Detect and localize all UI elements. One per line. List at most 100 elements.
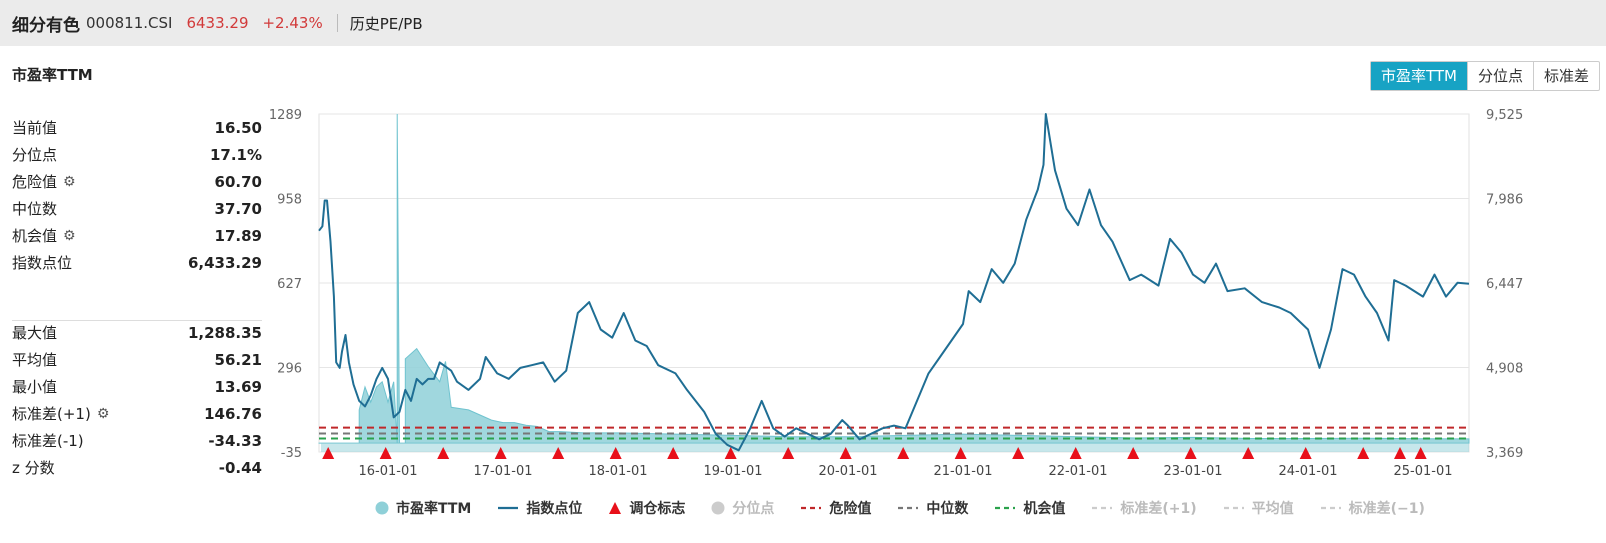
stat-row: 危险值 ⚙ 60.70 [12, 168, 262, 195]
stat-row: z 分数 -0.44 [12, 454, 262, 481]
x-tick-label: 18-01-01 [588, 464, 647, 479]
gear-icon[interactable]: ⚙ [96, 405, 110, 422]
legend-label: 标准差(−1) [1348, 501, 1425, 517]
index-code: 000811.CSI [86, 14, 173, 32]
stat-row: 最大值 1,288.35 [12, 319, 262, 346]
gear-icon[interactable]: ⚙ [63, 227, 76, 244]
stat-row: 最小值 13.69 [12, 373, 262, 400]
rebalance-marker [1012, 447, 1025, 459]
legend-shape [609, 502, 622, 514]
legend-item-marker[interactable]: 调仓标志 [608, 498, 685, 518]
legend-shape [711, 501, 725, 515]
stats-panel-top: 当前值 16.50 分位点 17.1% 危险值 ⚙ 60.70 中位数 37.70 机会值 ⚙ 17.… [12, 114, 262, 276]
stat-label: 当前值 [12, 117, 57, 138]
stat-value: -0.44 [218, 458, 262, 477]
legend-shape [375, 501, 389, 515]
stat-label: 中位数 [12, 198, 57, 219]
stat-label-text: 中位数 [12, 200, 58, 218]
stat-row: 中位数 37.70 [12, 195, 262, 222]
legend-item-mean[interactable]: 平均值 [1223, 498, 1294, 518]
chart-legend: 市盈率TTM 指数点位 调仓标志 分位点 危险值 中位数 机会值 标准差(+1) 平均值 标准差(… [375, 498, 1451, 518]
stat-value: 146.76 [204, 404, 262, 423]
rebalance-marker [782, 447, 795, 459]
left-tick-label: 958 [277, 193, 302, 208]
legend-item-pct[interactable]: 分位点 [711, 498, 774, 518]
rebalance-marker [1242, 447, 1255, 459]
legend-label: 市盈率TTM [396, 501, 472, 517]
legend-symbol [898, 506, 919, 510]
gear-icon[interactable]: ⚙ [63, 173, 76, 190]
left-tick-label: 296 [277, 362, 302, 377]
rebalance-marker [1414, 447, 1427, 459]
stat-value: 60.70 [214, 172, 262, 191]
legend-item-danger[interactable]: 危险值 [800, 498, 871, 518]
rebalance-marker [1127, 447, 1140, 459]
rebalance-marker [667, 447, 680, 459]
right-tick-label: 9,525 [1486, 108, 1523, 123]
legend-label: 指数点位 [526, 501, 583, 517]
stat-label-text: 危险值 [12, 173, 58, 191]
stat-value: 17.1% [209, 145, 262, 164]
legend-item-opp[interactable]: 机会值 [994, 498, 1065, 518]
stat-row: 标准差(+1) ⚙ 146.76 [12, 400, 262, 427]
legend-item-sd_plus[interactable]: 标准差(+1) [1091, 498, 1197, 518]
rebalance-marker [839, 447, 852, 459]
legend-symbol [1320, 506, 1341, 510]
stat-label-text: 机会值 [12, 227, 58, 245]
x-tick-label: 21-01-01 [933, 464, 992, 479]
legend-item-index[interactable]: 指数点位 [497, 498, 582, 518]
x-tick-label: 20-01-01 [818, 464, 877, 479]
legend-label: 调仓标志 [629, 501, 686, 517]
legend-label: 机会值 [1023, 501, 1066, 517]
rebalance-marker [954, 447, 967, 459]
rebalance-marker [1184, 447, 1197, 459]
right-tick-label: 6,447 [1486, 277, 1523, 292]
stat-value: 6,433.29 [187, 253, 262, 272]
stat-label: 危险值 ⚙ [12, 171, 76, 192]
legend-symbol [498, 506, 519, 510]
rebalance-marker [1357, 447, 1370, 459]
rebalance-marker [322, 447, 335, 459]
x-tick-label: 22-01-01 [1048, 464, 1107, 479]
stat-row: 机会值 ⚙ 17.89 [12, 222, 262, 249]
stat-value: 17.89 [214, 226, 262, 245]
section-title: 市盈率TTM [12, 66, 93, 84]
legend-label: 危险值 [829, 501, 872, 517]
legend-item-pe[interactable]: 市盈率TTM [375, 498, 471, 518]
pe-chart[interactable]: 1289 9,525 958 7,986 627 6,447 296 4,908 -35 3,36… [0, 0, 1606, 495]
right-tick-label: 7,986 [1486, 193, 1523, 208]
right-tick-label: 3,369 [1486, 446, 1523, 461]
stat-label: 最大值 [12, 322, 57, 343]
tab-percentile[interactable]: 分位点 [1466, 62, 1533, 90]
stat-label: z 分数 [12, 457, 55, 478]
left-tick-label: 627 [277, 277, 302, 292]
x-tick-label: 16-01-01 [358, 464, 417, 479]
stats-panel-bottom: 最大值 1,288.35 平均值 56.21 最小值 13.69 标准差(+1) ⚙ 146.7… [12, 319, 262, 481]
stat-value: 56.21 [214, 350, 262, 369]
pe-ttm-area [318, 113, 1470, 444]
stats-divider [12, 320, 262, 321]
legend-item-sd_minus[interactable]: 标准差(−1) [1320, 498, 1425, 518]
stat-row: 指数点位 6,433.29 [12, 249, 262, 276]
pe-ttm-baseline-band [321, 443, 1469, 452]
legend-item-median[interactable]: 中位数 [897, 498, 968, 518]
stat-label-text: 平均值 [12, 351, 58, 369]
history-pe-pb-link[interactable]: 历史PE/PB [349, 14, 423, 33]
x-tick-label: 24-01-01 [1278, 464, 1337, 479]
legend-symbol [609, 502, 622, 514]
tab-pe-ttm[interactable]: 市盈率TTM [1370, 62, 1467, 90]
stat-label-text: 标准差(-1) [12, 432, 84, 450]
legend-symbol [1223, 506, 1244, 510]
tab-std-dev[interactable]: 标准差 [1532, 62, 1599, 90]
legend-label: 中位数 [926, 501, 969, 517]
rebalance-marker [552, 447, 565, 459]
index-name: 细分有色 [12, 15, 80, 36]
stat-label: 机会值 ⚙ [12, 225, 76, 246]
index-change: +2.43% [262, 14, 323, 32]
rebalance-marker [897, 447, 910, 459]
stat-label-text: 最小值 [12, 378, 58, 396]
left-tick-label: 1289 [269, 108, 302, 123]
legend-label: 平均值 [1251, 501, 1294, 517]
metric-tabs: 市盈率TTM 分位点 标准差 [1369, 61, 1600, 91]
stat-row: 分位点 17.1% [12, 141, 262, 168]
